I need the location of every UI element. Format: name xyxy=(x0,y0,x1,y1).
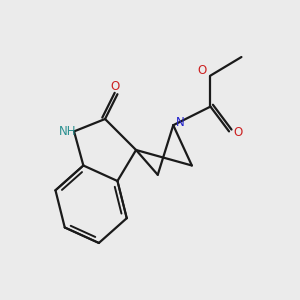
Text: N: N xyxy=(176,116,184,129)
Text: NH: NH xyxy=(58,125,76,138)
Text: O: O xyxy=(233,127,242,140)
Text: O: O xyxy=(110,80,120,93)
Text: O: O xyxy=(197,64,206,77)
